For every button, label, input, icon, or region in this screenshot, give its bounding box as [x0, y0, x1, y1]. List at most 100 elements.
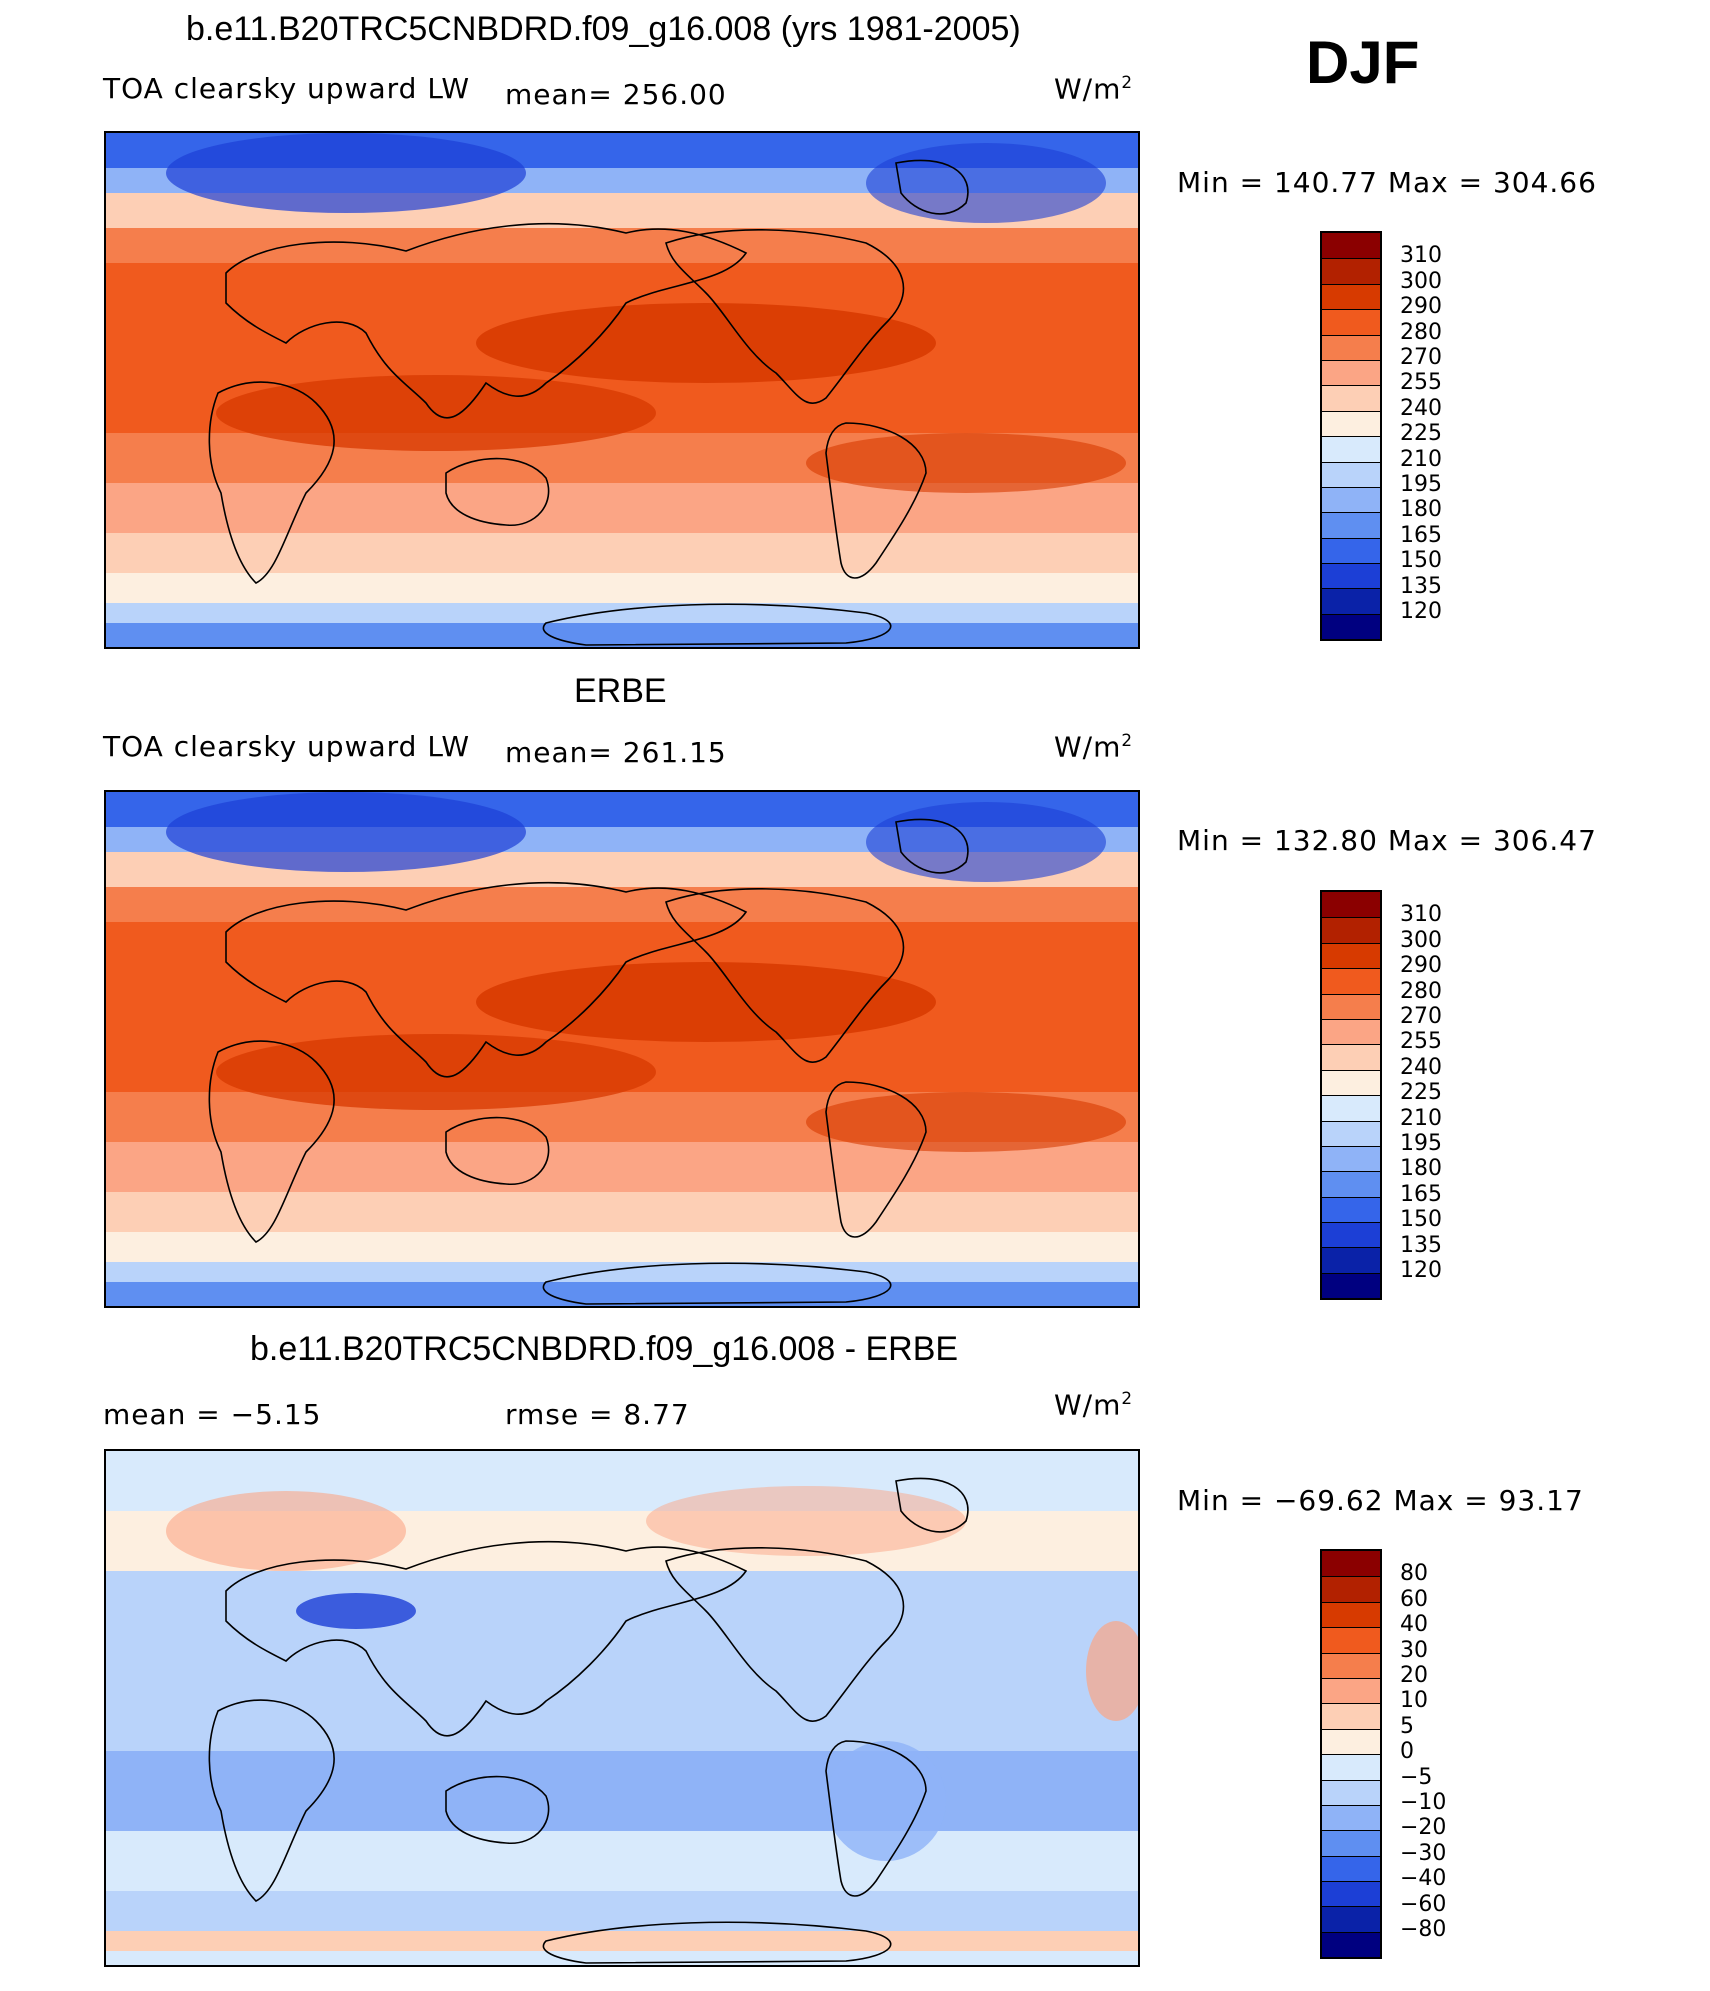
colorbar-tick-label: 290: [1400, 294, 1442, 320]
colorbar-swatch: [1322, 993, 1380, 1019]
colorbar-swatch: [1322, 1677, 1380, 1704]
coastline: [665, 229, 905, 404]
colorbar-tick-label: 20: [1400, 1663, 1428, 1688]
contour-band: [106, 1891, 1138, 1931]
colorbar-swatch: [1322, 1804, 1380, 1831]
coastline: [542, 1921, 892, 1964]
colorbar-tick-label: 240: [1400, 395, 1442, 421]
colorbar-swatch: [1322, 1196, 1380, 1223]
colorbar-swatch: [1322, 283, 1380, 310]
coastline: [542, 603, 892, 646]
colorbar-tick-label: 5: [1400, 1713, 1414, 1739]
contour-band: [106, 228, 1138, 263]
contour-blob: [646, 1486, 966, 1556]
coastline: [445, 457, 550, 526]
coastline: [665, 1547, 905, 1722]
colorbar-tick-label: 120: [1400, 1258, 1442, 1283]
colorbar-swatch: [1322, 1627, 1380, 1653]
units-exponent: 2: [1121, 1388, 1134, 1408]
colorbar-swatch: [1322, 410, 1380, 437]
contour-blob: [296, 1593, 416, 1629]
contour-band: [106, 1571, 1138, 1651]
colorbar-tick-label: 150: [1400, 1207, 1442, 1233]
coastline: [895, 818, 969, 874]
map-diff: [104, 1449, 1140, 1967]
colorbar-tick-label: 310: [1400, 902, 1442, 928]
units-label: W/m2: [1054, 1388, 1133, 1421]
units-text: W/m: [1054, 730, 1122, 764]
colorbar-swatch: [1322, 917, 1380, 943]
colorbar-swatch: [1322, 968, 1380, 994]
colorbar-swatch: [1322, 1044, 1380, 1070]
units-exponent: 2: [1121, 730, 1134, 750]
panel-title: b.e11.B20TRC5CNBDRD.f09_g16.008 (yrs 198…: [186, 10, 1021, 48]
coastline: [445, 1775, 550, 1844]
coastline: [445, 1116, 550, 1185]
colorbar-swatch: [1322, 1272, 1380, 1299]
colorbar-tick-label: 10: [1400, 1688, 1428, 1714]
contour-band: [106, 603, 1138, 623]
colorbar-tick-label: 270: [1400, 345, 1442, 370]
contour-band: [106, 887, 1138, 922]
coastline: [825, 422, 927, 579]
contour-band: [106, 1831, 1138, 1891]
contour-band: [106, 1232, 1138, 1262]
colorbar-swatch: [1322, 613, 1380, 640]
colorbar-swatch: [1322, 1095, 1380, 1121]
contour-band: [106, 1931, 1138, 1951]
colorbar-swatch: [1322, 1779, 1380, 1805]
colorbar-swatch: [1322, 1171, 1380, 1197]
colorbar-tick-label: 135: [1400, 1232, 1442, 1258]
contour-band: [106, 1282, 1138, 1306]
colorbar-tick-label: 310: [1400, 243, 1442, 269]
colorbar-tick-label: 40: [1400, 1612, 1428, 1638]
colorbar-swatch: [1322, 1754, 1380, 1780]
coastline: [895, 159, 969, 215]
coastline: [208, 381, 335, 584]
colorbar-swatch: [1322, 1576, 1380, 1602]
map-model: [104, 131, 1140, 649]
colorbar-tick-label: −80: [1400, 1917, 1447, 1942]
colorbar-tick-label: −60: [1400, 1891, 1447, 1917]
coastline: [542, 1262, 892, 1305]
contour-blob: [166, 792, 526, 872]
colorbar-swatch: [1322, 1931, 1380, 1958]
colorbar-swatch: [1322, 1120, 1380, 1146]
colorbar-tick-label: 0: [1400, 1739, 1414, 1765]
coastline: [225, 222, 748, 419]
colorbar-swatches: [1320, 1549, 1382, 1960]
colorbar-tick-label: 280: [1400, 319, 1442, 345]
colorbar-swatch: [1322, 461, 1380, 487]
colorbar-tick-label: −40: [1400, 1866, 1447, 1892]
colorbar-swatch: [1322, 563, 1380, 589]
colorbar-swatch: [1322, 1601, 1380, 1628]
colorbar-tick-label: 165: [1400, 1181, 1442, 1207]
colorbar-swatch: [1322, 1855, 1380, 1882]
minmax-label: Min = 132.80 Max = 306.47: [1177, 824, 1597, 857]
minmax-label: Min = 140.77 Max = 304.66: [1177, 166, 1597, 199]
colorbar-tick-label: 255: [1400, 1029, 1442, 1055]
colorbar-tick-label: −10: [1400, 1790, 1447, 1815]
contour-band: [106, 623, 1138, 647]
colorbar-swatch: [1322, 1703, 1380, 1729]
colorbar-swatch: [1322, 258, 1380, 284]
colorbar-swatch: [1322, 1222, 1380, 1248]
colorbar-tick-label: 150: [1400, 548, 1442, 574]
colorbar-swatch: [1322, 1652, 1380, 1678]
colorbar-swatch: [1322, 1906, 1380, 1932]
units-exponent: 2: [1121, 72, 1134, 92]
colorbar-tick-label: 135: [1400, 573, 1442, 599]
minmax-label: Min = −69.62 Max = 93.17: [1177, 1484, 1584, 1517]
colorbar-tick-label: 210: [1400, 1105, 1442, 1131]
coastline: [208, 1699, 335, 1902]
contour-band: [106, 573, 1138, 603]
coastline: [825, 1740, 927, 1897]
colorbar-swatch: [1322, 309, 1380, 335]
colorbar-tick-label: 300: [1400, 268, 1442, 294]
colorbar-tick-label: 240: [1400, 1054, 1442, 1080]
colorbar-tick-label: 225: [1400, 421, 1442, 447]
contour-band: [106, 922, 1138, 967]
contour-band: [106, 1192, 1138, 1232]
colorbar-swatches: [1320, 890, 1382, 1301]
variable-label: TOA clearsky upward LW: [103, 72, 471, 105]
